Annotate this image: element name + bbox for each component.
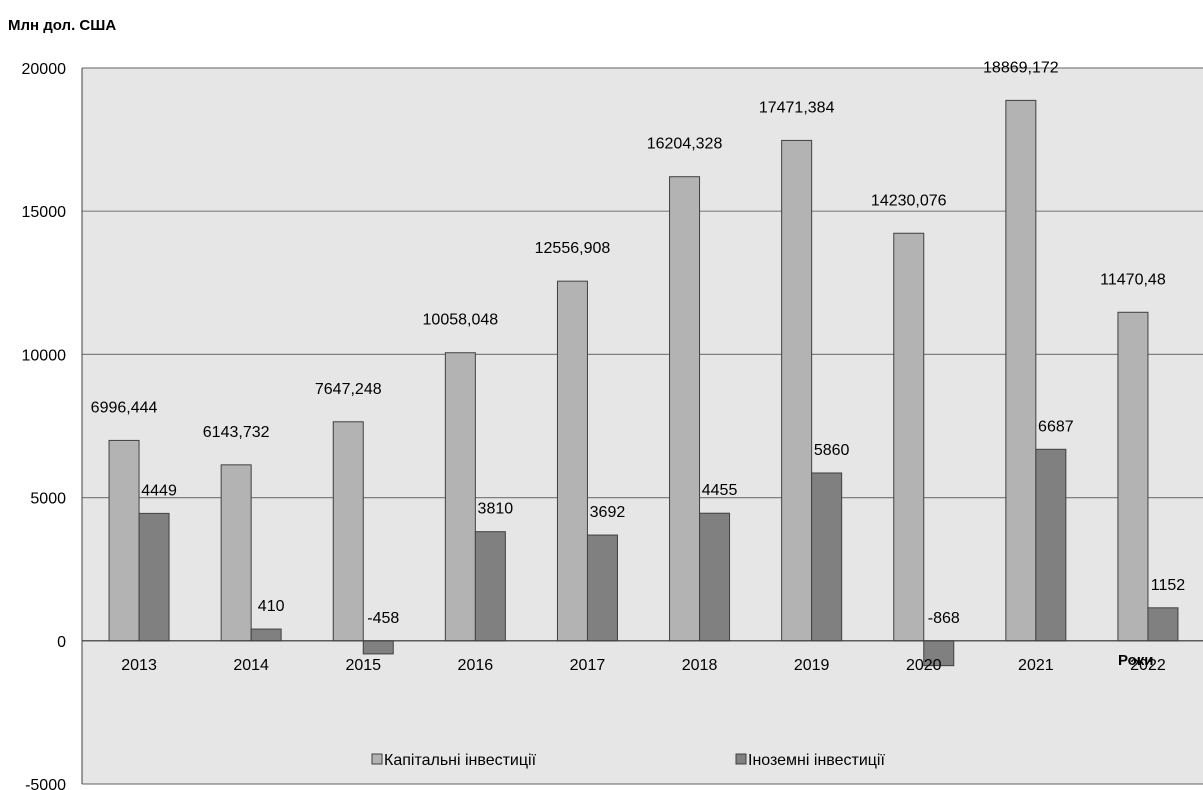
y-tick-label: 20000 xyxy=(22,61,67,78)
bar-foreign-2015 xyxy=(362,640,394,655)
bar-capital-2017 xyxy=(556,280,588,642)
x-tick-label: 2019 xyxy=(794,657,830,674)
data-label-capital: 12556,908 xyxy=(535,240,611,257)
bar-foreign-2022 xyxy=(1147,607,1179,642)
x-tick-label: 2018 xyxy=(682,657,718,674)
data-label-capital: 11470,48 xyxy=(1100,271,1166,288)
data-label-foreign: -868 xyxy=(928,610,960,627)
y-tick-label: 0 xyxy=(57,634,66,651)
bar-foreign-2018 xyxy=(699,512,731,642)
data-label-capital: 16204,328 xyxy=(647,136,723,153)
data-label-capital: 7647,248 xyxy=(315,381,382,398)
legend-label-foreign[interactable]: Іноземні інвестиції xyxy=(748,752,885,769)
bar-foreign-2020 xyxy=(923,640,955,667)
bar-capital-2015 xyxy=(332,421,364,642)
data-label-foreign: 3692 xyxy=(590,504,626,521)
bar-foreign-2016 xyxy=(474,531,506,642)
data-label-capital: 14230,076 xyxy=(871,192,947,209)
bar-capital-2022 xyxy=(1117,311,1149,642)
data-label-capital: 18869,172 xyxy=(983,59,1059,76)
data-label-foreign: 1152 xyxy=(1151,577,1186,594)
data-label-foreign: 3810 xyxy=(478,501,514,518)
bars xyxy=(82,99,1203,667)
data-label-foreign: 6687 xyxy=(1038,418,1074,435)
data-label-capital: 17471,384 xyxy=(759,99,835,116)
y-tick-label: 10000 xyxy=(22,347,67,364)
data-label-foreign: 4455 xyxy=(702,482,738,499)
x-tick-label: 2014 xyxy=(233,657,269,674)
legend-label-capital[interactable]: Капітальні інвестиції xyxy=(384,752,537,769)
bar-foreign-2017 xyxy=(586,534,618,642)
data-label-capital: 6996,444 xyxy=(91,399,158,416)
legend[interactable]: Капітальні інвестиції Іноземні інвестиції xyxy=(371,752,885,769)
data-label-foreign: 410 xyxy=(258,598,285,615)
data-label-capital: 10058,048 xyxy=(423,312,499,329)
bar-foreign-2014 xyxy=(250,628,282,642)
x-axis-title: Роки xyxy=(1118,652,1154,669)
bar-foreign-2019 xyxy=(811,472,843,642)
bar-capital-2014 xyxy=(220,464,252,642)
legend-swatch-foreign xyxy=(735,753,747,765)
bar-capital-2020 xyxy=(893,232,925,642)
bar-capital-2013 xyxy=(108,439,140,642)
y-axis-ticks: 20000 15000 10000 5000 0 -5000 xyxy=(22,61,67,790)
y-tick-label: 5000 xyxy=(30,491,66,508)
x-axis-ticks: 2013 2014 2015 2016 2017 2018 2019 2020 2021 2022 xyxy=(121,657,1166,674)
x-tick-label: 2020 xyxy=(906,657,942,674)
x-tick-label: 2015 xyxy=(345,657,381,674)
x-tick-label: 2017 xyxy=(570,657,606,674)
y-tick-label: -5000 xyxy=(25,777,66,790)
bar-capital-2021 xyxy=(1005,99,1037,642)
data-label-foreign: 5860 xyxy=(814,442,850,459)
x-tick-label: 2021 xyxy=(1018,657,1054,674)
data-label-capital: 6143,732 xyxy=(203,424,270,441)
bar-capital-2018 xyxy=(669,176,701,642)
data-labels: 6996,444 4449 6143,732 410 7647,248 -458 10058… xyxy=(91,59,1186,626)
data-label-foreign: -458 xyxy=(367,610,399,627)
bar-foreign-2013 xyxy=(138,512,170,642)
legend-swatch-capital xyxy=(371,753,383,765)
bar-foreign-2021 xyxy=(1035,448,1067,642)
y-tick-label: 15000 xyxy=(22,204,67,221)
bar-capital-2016 xyxy=(444,352,476,642)
x-tick-label: 2013 xyxy=(121,657,157,674)
x-tick-label: 2016 xyxy=(458,657,494,674)
y-axis-title: Млн дол. США xyxy=(8,17,116,34)
x-tick-label: 2022 xyxy=(1130,657,1166,674)
bar-capital-2019 xyxy=(781,139,813,642)
data-label-foreign: 4449 xyxy=(141,482,177,499)
